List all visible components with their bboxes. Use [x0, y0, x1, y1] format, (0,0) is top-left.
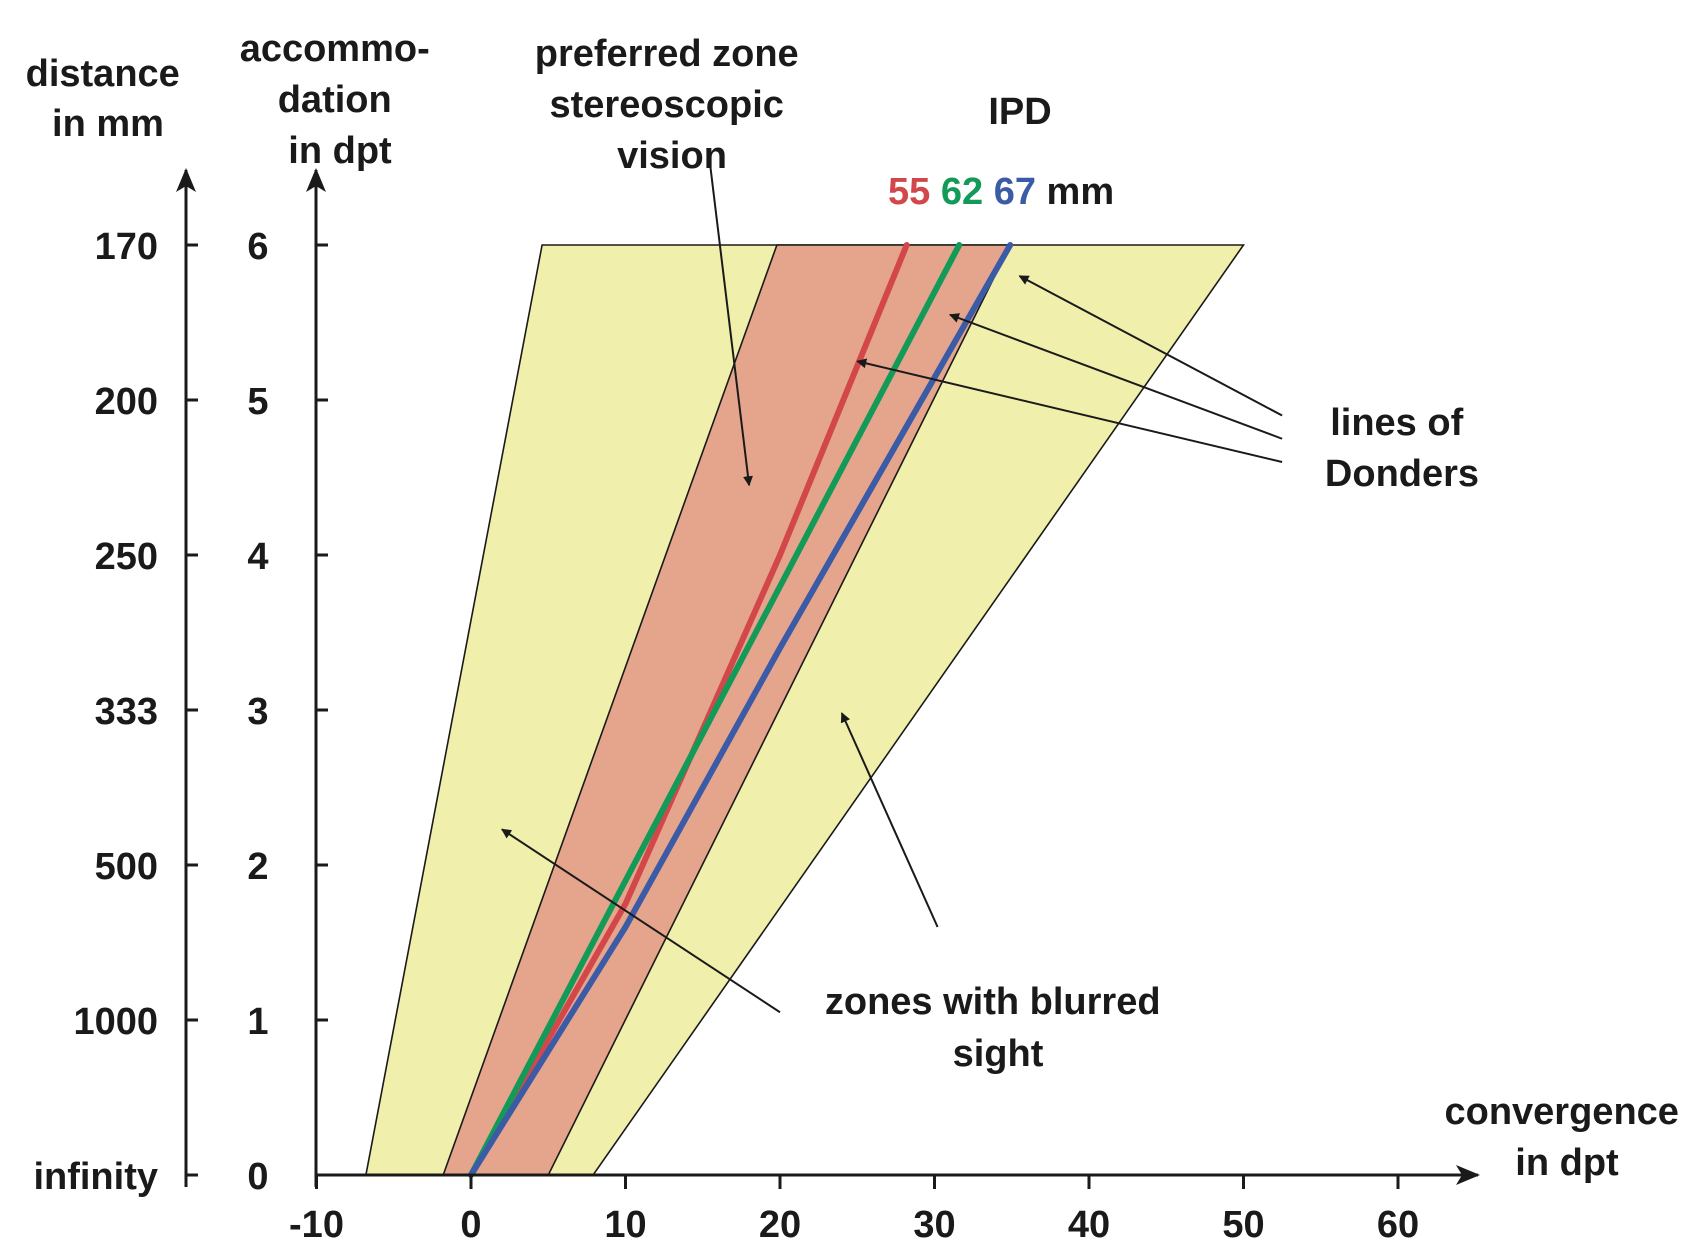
- ipd-legend-67: 67: [994, 171, 1036, 213]
- ipd-legend-62: 62: [941, 171, 983, 213]
- y-tick-label-0: 0: [247, 1156, 268, 1198]
- distance-axis-title-line2: in mm: [52, 103, 164, 145]
- x-tick-label-60: 60: [1377, 1204, 1419, 1246]
- x-tick-label-0: 0: [460, 1204, 481, 1246]
- annotation-donders-line1: lines of: [1330, 402, 1463, 444]
- distance-axis-title-line1: distance: [26, 53, 180, 95]
- y-tick-label-5: 5: [247, 381, 268, 423]
- ipd-legend: 55 62 67 mm: [888, 171, 1114, 213]
- x-tick-label-20: 20: [759, 1204, 801, 1246]
- annotation-blurred-zones-line2: sight: [953, 1033, 1044, 1075]
- distance-tick-label-infinity: infinity: [33, 1156, 158, 1198]
- x-tick-label-50: 50: [1222, 1204, 1264, 1246]
- distance-tick-label-200: 200: [95, 381, 158, 423]
- y-tick-label-4: 4: [247, 536, 268, 578]
- annotation-arrow-1-2: [856, 358, 1283, 463]
- ipd-legend-unit: mm: [1047, 171, 1115, 213]
- x-tick-label-10: 10: [604, 1204, 646, 1246]
- distance-tick-label-500: 500: [95, 846, 158, 888]
- annotation-preferred-zone-line3: vision: [617, 135, 727, 177]
- annotation-arrow-1-1: [949, 313, 1283, 440]
- annotation-blurred-zones: zones with blurred sight: [825, 981, 1171, 1075]
- annotation-arrows-layer: [501, 167, 1283, 1014]
- x-axis-title-line2: in dpt: [1515, 1142, 1619, 1184]
- annotation-preferred-zone-line2: stereoscopic: [549, 84, 783, 126]
- ipd-legend-55: 55: [888, 171, 930, 213]
- distance-tick-label-170: 170: [95, 226, 158, 268]
- donders-line-ipd-67: [468, 242, 1014, 1178]
- y-axis-title-line1: accommo-: [240, 28, 430, 70]
- annotation-arrow-2-1: [840, 712, 939, 928]
- distance-axis-title: distance in mm: [26, 53, 191, 145]
- annotation-donders: lines of Donders: [1325, 402, 1479, 495]
- x-tick-label-40: 40: [1068, 1204, 1110, 1246]
- x-tick-label--10: -10: [289, 1204, 344, 1246]
- y-axis-title: accommo- dation in dpt: [240, 28, 441, 172]
- y-axis-title-line2: dation: [278, 79, 392, 121]
- x-axis-title-line1: convergence: [1444, 1091, 1678, 1133]
- y-tick-label-2: 2: [247, 846, 268, 888]
- annotation-arrow-2-0: [501, 828, 781, 1014]
- donders-lines-layer: [468, 242, 1014, 1178]
- annotation-preferred-zone: preferred zone stereoscopic vision: [535, 33, 810, 177]
- annotation-donders-line2: Donders: [1325, 453, 1479, 495]
- annotation-preferred-zone-line1: preferred zone: [535, 33, 799, 75]
- annotation-arrow-0-0: [709, 167, 753, 487]
- distance-tick-label-250: 250: [95, 536, 158, 578]
- ipd-title: IPD: [988, 91, 1051, 133]
- y-tick-label-1: 1: [247, 1001, 268, 1043]
- x-axis-title: convergence in dpt: [1444, 1091, 1689, 1184]
- x-tick-label-30: 30: [913, 1204, 955, 1246]
- y-axis-title-line3: in dpt: [288, 130, 392, 172]
- distance-tick-label-1000: 1000: [73, 1001, 158, 1043]
- annotation-arrow-1-0: [1018, 275, 1283, 417]
- axes-layer: -10 0 10 20 30 40 50 60 0 1 2 3 4 5 6 170 200 250 333 500 10…: [33, 168, 1480, 1246]
- zones-layer: [364, 244, 1246, 1176]
- y-tick-label-3: 3: [247, 691, 268, 733]
- y-tick-label-6: 6: [247, 226, 268, 268]
- distance-tick-label-333: 333: [95, 691, 158, 733]
- donders-line-ipd-62: [468, 242, 963, 1178]
- annotation-blurred-zones-line1: zones with blurred: [825, 981, 1161, 1023]
